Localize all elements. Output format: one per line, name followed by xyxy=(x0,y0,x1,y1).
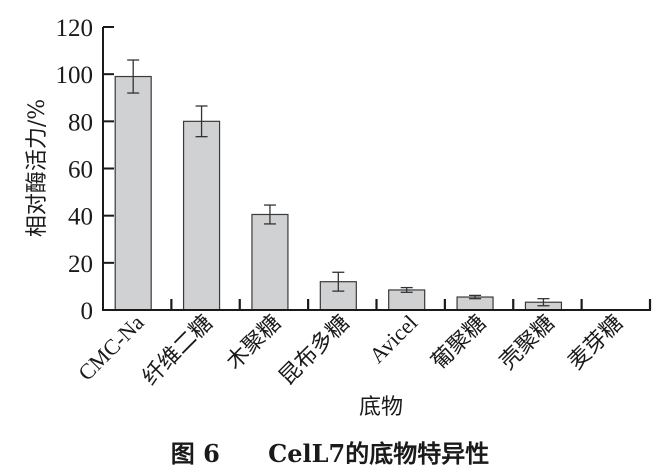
figure-caption: 图 6 CelL7的底物特异性 xyxy=(171,439,489,468)
y-tick-label: 120 xyxy=(56,15,94,42)
y-axis-ticks: 0 20 40 60 80 100 120 xyxy=(56,15,114,325)
y-tick-label: 100 xyxy=(56,62,94,89)
error-bar xyxy=(469,294,482,300)
error-bar xyxy=(400,286,413,293)
bars xyxy=(114,59,563,311)
y-tick-label: 80 xyxy=(68,109,93,136)
error-bar xyxy=(537,298,550,307)
bar xyxy=(251,213,289,311)
x-category-label: 葡聚糖 xyxy=(426,310,490,374)
y-tick-label: 60 xyxy=(68,157,93,184)
x-category-label: 麦芽糖 xyxy=(563,310,627,374)
x-category-label: 壳聚糖 xyxy=(495,310,559,374)
y-tick-label: 0 xyxy=(81,298,94,325)
x-category-label: 木聚糖 xyxy=(221,310,285,374)
x-category-label: 昆布多糖 xyxy=(274,310,354,390)
x-category-label: Avicel xyxy=(364,310,422,368)
figure-caption-text: CelL7的底物特异性 xyxy=(268,439,489,468)
bar xyxy=(182,120,221,311)
error-bar xyxy=(263,204,276,225)
y-tick-label: 40 xyxy=(68,204,93,231)
x-category-label: 纤维二糖 xyxy=(137,310,217,390)
y-axis-title: 相对酶活力/% xyxy=(25,99,50,237)
error-bar xyxy=(127,59,140,94)
x-axis-title: 底物 xyxy=(359,395,403,420)
error-bar xyxy=(195,105,208,138)
figure-number: 图 6 xyxy=(171,439,220,468)
error-bar xyxy=(332,271,345,292)
y-tick-label: 20 xyxy=(68,251,93,278)
bar xyxy=(114,75,152,311)
x-axis-ticks xyxy=(170,299,652,310)
